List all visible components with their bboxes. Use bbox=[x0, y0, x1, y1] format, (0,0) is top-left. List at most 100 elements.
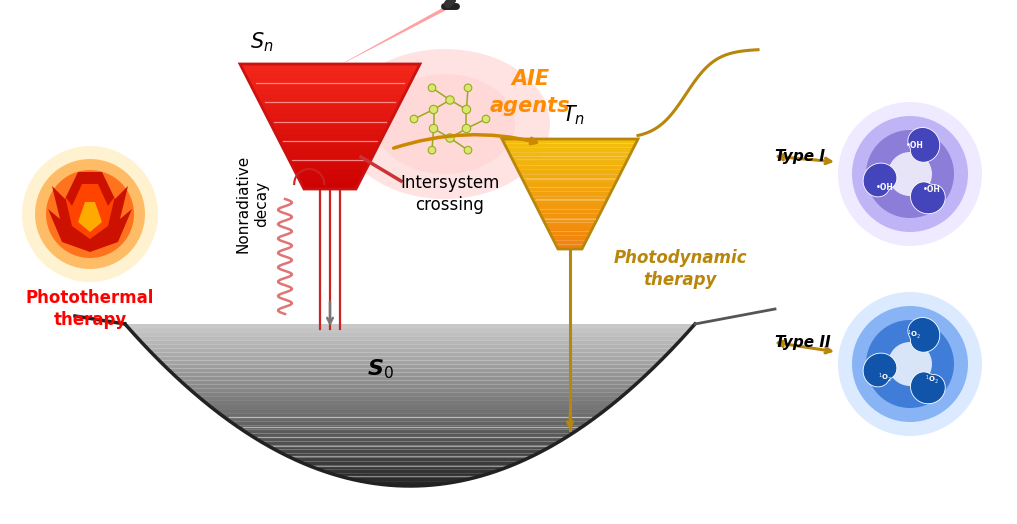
Polygon shape bbox=[289, 159, 371, 164]
Polygon shape bbox=[531, 196, 609, 201]
Circle shape bbox=[482, 115, 490, 123]
Polygon shape bbox=[203, 401, 616, 405]
Text: agents: agents bbox=[490, 96, 571, 116]
Text: Photothermal
therapy: Photothermal therapy bbox=[25, 289, 155, 329]
Polygon shape bbox=[143, 344, 676, 348]
Polygon shape bbox=[320, 470, 500, 474]
Circle shape bbox=[464, 84, 472, 92]
Polygon shape bbox=[274, 129, 386, 134]
Polygon shape bbox=[533, 201, 606, 205]
Polygon shape bbox=[48, 172, 132, 252]
Circle shape bbox=[429, 105, 437, 114]
Ellipse shape bbox=[340, 49, 550, 199]
Polygon shape bbox=[540, 214, 600, 218]
Text: AIE: AIE bbox=[511, 69, 549, 89]
Polygon shape bbox=[522, 179, 618, 183]
Polygon shape bbox=[281, 144, 379, 149]
Polygon shape bbox=[908, 127, 940, 162]
Polygon shape bbox=[241, 429, 579, 433]
Polygon shape bbox=[301, 184, 359, 189]
Text: Photodynamic
therapy: Photodynamic therapy bbox=[613, 249, 746, 289]
Polygon shape bbox=[128, 328, 692, 332]
Polygon shape bbox=[247, 433, 573, 438]
Polygon shape bbox=[309, 466, 511, 470]
Polygon shape bbox=[553, 240, 587, 245]
Polygon shape bbox=[258, 99, 402, 104]
Polygon shape bbox=[299, 179, 361, 184]
Text: $^1$O$_2$: $^1$O$_2$ bbox=[907, 329, 921, 341]
Polygon shape bbox=[276, 134, 384, 139]
Polygon shape bbox=[163, 365, 657, 368]
Polygon shape bbox=[345, 6, 454, 62]
Text: •OH: •OH bbox=[905, 140, 923, 149]
Circle shape bbox=[445, 134, 455, 142]
Polygon shape bbox=[910, 182, 945, 214]
Circle shape bbox=[428, 84, 436, 92]
Polygon shape bbox=[65, 184, 115, 239]
Polygon shape bbox=[516, 166, 624, 170]
Polygon shape bbox=[248, 79, 412, 84]
Polygon shape bbox=[286, 154, 374, 159]
Polygon shape bbox=[283, 454, 537, 457]
Polygon shape bbox=[250, 84, 410, 89]
Text: •OH: •OH bbox=[876, 183, 894, 192]
Circle shape bbox=[852, 306, 968, 422]
Polygon shape bbox=[536, 205, 604, 210]
Polygon shape bbox=[194, 393, 626, 397]
Polygon shape bbox=[219, 413, 601, 417]
Circle shape bbox=[463, 124, 471, 133]
Polygon shape bbox=[291, 457, 529, 462]
Polygon shape bbox=[863, 163, 897, 197]
Polygon shape bbox=[555, 245, 584, 249]
Polygon shape bbox=[538, 210, 602, 214]
Polygon shape bbox=[365, 482, 455, 486]
Circle shape bbox=[852, 116, 968, 232]
Polygon shape bbox=[139, 340, 680, 344]
Polygon shape bbox=[240, 64, 420, 69]
Polygon shape bbox=[245, 74, 415, 79]
Polygon shape bbox=[125, 324, 695, 328]
Polygon shape bbox=[208, 405, 611, 409]
Polygon shape bbox=[78, 202, 102, 232]
Circle shape bbox=[838, 292, 982, 436]
Polygon shape bbox=[271, 124, 390, 129]
Circle shape bbox=[445, 96, 455, 104]
Text: S$_0$: S$_0$ bbox=[366, 357, 394, 381]
Polygon shape bbox=[275, 450, 545, 454]
Text: Type II: Type II bbox=[775, 334, 831, 350]
Polygon shape bbox=[529, 192, 611, 196]
Polygon shape bbox=[254, 438, 566, 441]
Polygon shape bbox=[508, 152, 632, 157]
Circle shape bbox=[428, 146, 436, 154]
Text: $^1$O$_2$: $^1$O$_2$ bbox=[878, 371, 892, 384]
Polygon shape bbox=[230, 421, 590, 425]
Polygon shape bbox=[159, 361, 661, 365]
Polygon shape bbox=[185, 385, 636, 389]
Polygon shape bbox=[514, 161, 626, 166]
Polygon shape bbox=[243, 69, 417, 74]
Ellipse shape bbox=[375, 74, 515, 174]
Text: Intersystem
crossing: Intersystem crossing bbox=[401, 174, 499, 214]
Text: $^1$O$_2$: $^1$O$_2$ bbox=[924, 373, 939, 386]
Polygon shape bbox=[168, 368, 653, 373]
Polygon shape bbox=[224, 417, 596, 421]
Text: T$_n$: T$_n$ bbox=[562, 103, 585, 127]
Polygon shape bbox=[263, 109, 397, 114]
Polygon shape bbox=[332, 474, 488, 478]
Polygon shape bbox=[147, 348, 673, 352]
Polygon shape bbox=[518, 170, 622, 174]
Polygon shape bbox=[253, 89, 407, 94]
Polygon shape bbox=[502, 139, 638, 144]
Polygon shape bbox=[236, 425, 585, 429]
Polygon shape bbox=[527, 188, 613, 192]
Circle shape bbox=[46, 170, 134, 258]
Polygon shape bbox=[506, 148, 634, 152]
Polygon shape bbox=[152, 352, 669, 356]
Polygon shape bbox=[291, 164, 369, 169]
Polygon shape bbox=[136, 336, 684, 340]
Polygon shape bbox=[908, 318, 940, 352]
Polygon shape bbox=[511, 157, 630, 161]
Circle shape bbox=[888, 152, 932, 196]
Text: Nonradiative
decay: Nonradiative decay bbox=[235, 155, 268, 253]
Circle shape bbox=[888, 342, 932, 386]
